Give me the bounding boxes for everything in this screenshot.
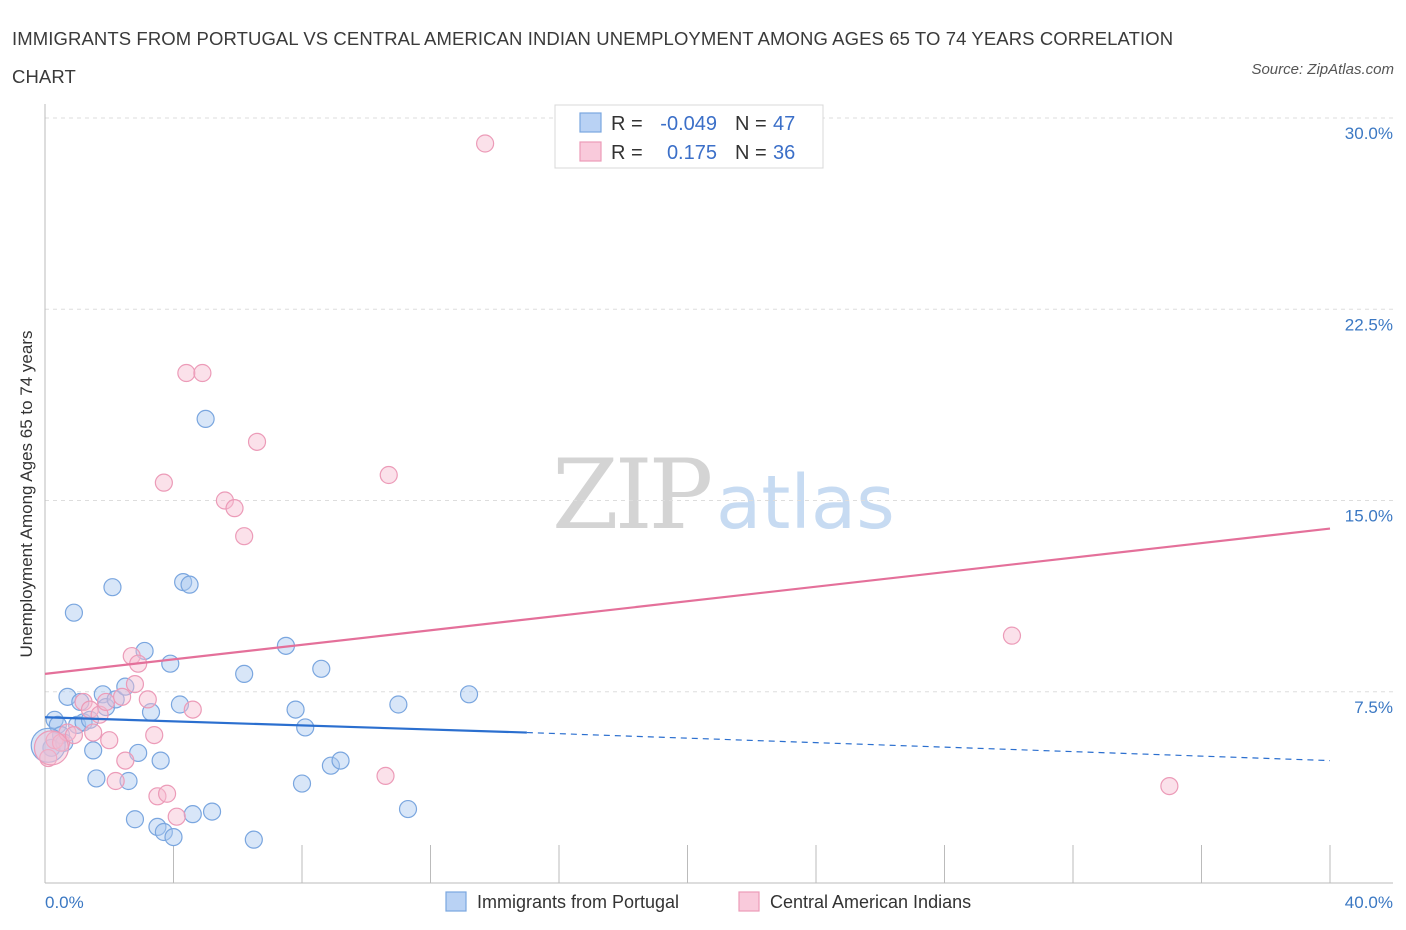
central-american-indian-point — [167, 807, 186, 826]
portugal-point — [119, 771, 138, 791]
central-american-indian-point — [476, 134, 495, 153]
x-tick-label-min: 0.0% — [45, 893, 84, 912]
portugal-point — [180, 575, 199, 594]
stats-legend: R = -0.049 N = 47 R = 0.175 N = 36 — [554, 104, 824, 169]
portugal-point — [84, 741, 103, 760]
legend-r-label-1: R = — [611, 113, 643, 135]
central-american-indian-point — [376, 766, 395, 786]
series-legend: Immigrants from Portugal Central America… — [445, 891, 971, 912]
central-american-indian-point — [177, 363, 196, 383]
legend-r-value-2: 0.175 — [667, 142, 717, 164]
portugal-point — [312, 659, 331, 678]
legend-r-value-1: -0.049 — [660, 113, 717, 135]
portugal-point — [331, 751, 350, 770]
portugal-point — [103, 578, 122, 597]
y-tick-label: 22.5% — [1345, 315, 1393, 334]
y-tick-label: 15.0% — [1345, 507, 1393, 526]
central-american-indian-point — [106, 771, 125, 791]
portugal-point — [202, 802, 222, 821]
portugal-point — [64, 603, 84, 622]
bottom-legend-swatch-pink — [738, 891, 760, 912]
x-tick-label-max: 40.0% — [1345, 893, 1393, 912]
bottom-legend-label-blue: Immigrants from Portugal — [477, 892, 679, 912]
central-american-indian-point — [112, 687, 132, 706]
central-american-indian-point — [1002, 626, 1022, 645]
portugal-point — [87, 769, 106, 788]
portugal-point — [459, 685, 479, 704]
portugal-point — [183, 805, 202, 824]
central-american-indian-point — [235, 527, 254, 546]
portugal-point — [151, 751, 170, 770]
portugal-point — [45, 710, 64, 729]
watermark-atlas: atlas — [716, 460, 895, 546]
central-american-indian-point — [379, 465, 398, 485]
central-american-indian-point — [138, 690, 157, 709]
legend-n-label-1: N = — [735, 113, 767, 135]
portugal-point — [292, 774, 312, 793]
legend-n-value-2: 36 — [773, 142, 795, 164]
central-american-indian-point — [215, 491, 234, 510]
central-american-indian-point — [193, 363, 212, 383]
points-layer — [30, 134, 1179, 849]
portugal-point — [125, 810, 145, 829]
y-tick-label: 7.5% — [1354, 698, 1393, 717]
central-american-indian-point — [64, 725, 84, 745]
portugal-point — [321, 756, 341, 775]
central-american-indian-point — [100, 731, 119, 750]
central-american-indian-trend-line — [44, 527, 1331, 675]
central-american-indian-point — [247, 432, 267, 451]
central-american-indian-point — [225, 499, 244, 518]
legend-r-label-2: R = — [611, 142, 643, 164]
legend-n-value-1: 47 — [773, 113, 795, 135]
grid-layer — [45, 117, 1393, 693]
portugal-point — [244, 830, 263, 849]
portugal-point — [398, 799, 418, 819]
central-american-indian-point — [1160, 776, 1179, 796]
portugal-point — [196, 409, 215, 428]
watermark-zip: ZIP — [552, 439, 711, 551]
portugal-point — [161, 654, 180, 673]
central-american-indian-point — [157, 784, 177, 803]
portugal-point — [164, 827, 183, 847]
central-american-indian-point — [183, 700, 202, 719]
chart-title: IMMIGRANTS FROM PORTUGAL VS CENTRAL AMER… — [12, 28, 1174, 87]
trend-layer — [44, 527, 1331, 762]
central-american-indian-point — [154, 473, 173, 492]
portugal-point — [296, 718, 315, 737]
bottom-legend-swatch-blue — [445, 891, 467, 912]
central-american-indian-point — [116, 751, 135, 770]
central-american-indian-point — [96, 692, 116, 712]
portugal-trend-extension — [526, 731, 1331, 762]
central-american-indian-point — [33, 730, 70, 766]
legend-n-label-2: N = — [735, 142, 767, 164]
central-american-indian-point — [84, 723, 103, 742]
portugal-point — [286, 700, 305, 719]
portugal-point — [389, 695, 408, 714]
legend-swatch-pink — [579, 141, 602, 162]
y-tick-label: 30.0% — [1345, 124, 1393, 143]
bottom-legend-label-pink: Central American Indians — [770, 892, 971, 912]
portugal-trend-line — [44, 716, 527, 734]
legend-swatch-blue — [579, 112, 602, 133]
portugal-point — [154, 822, 173, 842]
central-american-indian-point — [125, 674, 145, 694]
central-american-indian-point — [145, 725, 164, 745]
portugal-point — [235, 664, 254, 684]
source-label: Source: ZipAtlas.com — [1251, 61, 1394, 78]
central-american-indian-point — [39, 748, 58, 768]
